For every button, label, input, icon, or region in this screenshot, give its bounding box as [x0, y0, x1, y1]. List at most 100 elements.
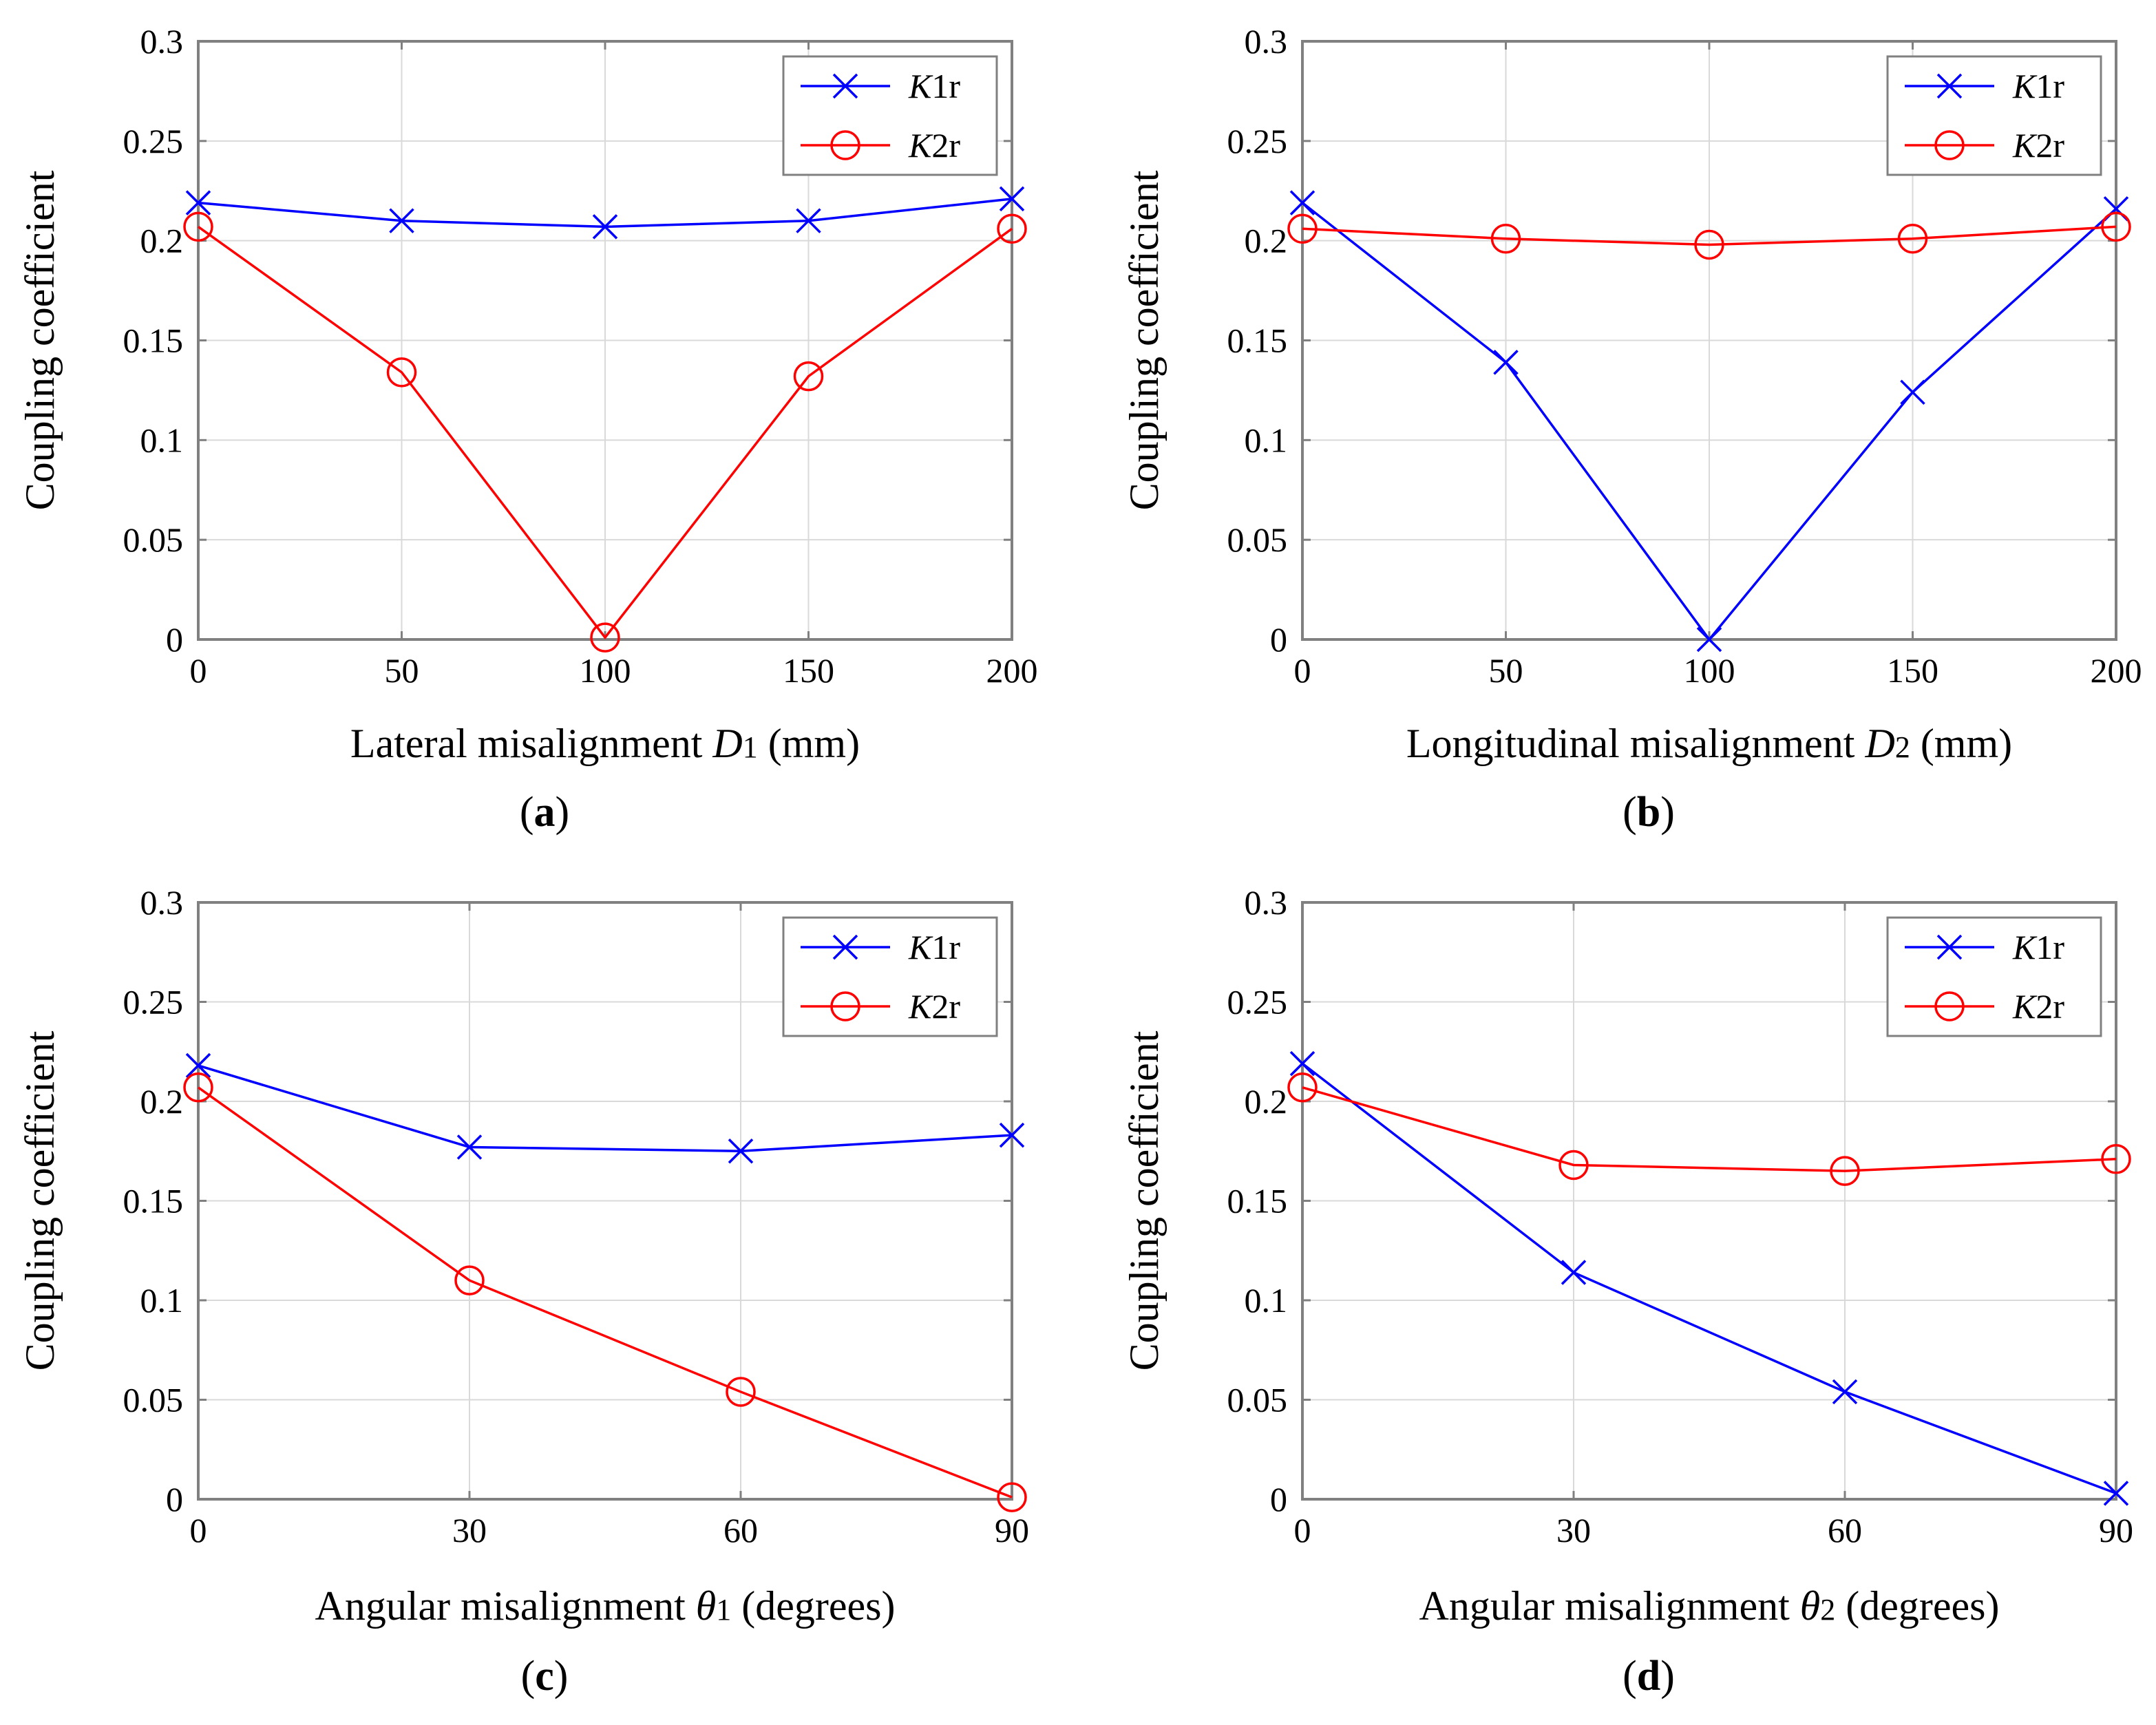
x-tick-label: 150 [783, 651, 834, 690]
x-axis-label-unit: (degrees) [731, 1583, 895, 1629]
legend-box [1886, 55, 2102, 176]
panel-label-letter: d [1637, 1653, 1660, 1700]
panel-label: (b) [1623, 789, 1675, 836]
legend-label: K1r [2012, 67, 2064, 105]
series-line-K1r [1301, 1062, 2117, 1494]
y-tick-label: 0.1 [140, 1281, 184, 1320]
legend-label-variable: K [908, 67, 933, 105]
y-axis-label: Coupling coefficient [1121, 170, 1167, 510]
data-point-K1r [796, 208, 821, 233]
legend-label-subscript: 2r [931, 126, 960, 165]
x-axis-label-subscript: 2 [1895, 730, 1910, 764]
panel-label-close: ) [556, 789, 570, 836]
x-marker-stroke [185, 190, 211, 215]
panel-label: (c) [521, 1653, 569, 1700]
data-point-K2r [1287, 1072, 1318, 1103]
x-tick-label: 90 [995, 1511, 1029, 1549]
x-axis-label-subscript: 2 [1820, 1593, 1835, 1627]
data-point-K2r [793, 361, 824, 392]
data-point-K2r [183, 1072, 213, 1103]
y-tick-label: 0.1 [140, 421, 184, 459]
x-axis-label-unit: (mm) [758, 721, 860, 766]
panel-label-letter: c [535, 1653, 554, 1700]
legend-box [782, 916, 998, 1037]
series-line-K1r [198, 1064, 1013, 1153]
panel-label-open: ( [521, 1653, 536, 1700]
x-axis-label: Angular misalignment θ1 (degrees) [315, 1583, 896, 1629]
data-point-K2r [183, 211, 213, 242]
legend-label-variable: K [2012, 987, 2038, 1026]
chart-panel-a: 0 50 100 150 200 0 0.05 0.1 0.15 0.2 0.25 0.3 Coupli… [17, 22, 1038, 836]
x-tick-label: 150 [1887, 651, 1938, 690]
legend-entry-K1r: K1r [1905, 67, 2064, 105]
data-point-K2r [1694, 229, 1724, 260]
legend-label: K2r [908, 126, 960, 165]
y-tick-label: 0.1 [1245, 421, 1288, 459]
y-tick-label: 0.15 [123, 1182, 184, 1220]
y-tick-label: 0.05 [123, 520, 184, 559]
data-point-K1r [456, 1134, 483, 1160]
x-marker-stroke [796, 208, 821, 233]
legend-x-marker [832, 934, 858, 960]
y-tick-label: 0.25 [123, 122, 184, 160]
y-tick-label: 0.15 [123, 321, 184, 360]
legend-label-subscript: 1r [931, 928, 960, 966]
data-point-K2r [2101, 211, 2131, 242]
panel-label-open: ( [1623, 789, 1637, 836]
data-point-K1r [185, 1052, 211, 1079]
series-K2r [183, 211, 1027, 653]
legend-box [782, 55, 998, 176]
panel-label-letter: b [1637, 789, 1660, 836]
x-marker-stroke [999, 186, 1025, 212]
x-axis-label: Angular misalignment θ2 (degrees) [1419, 1583, 2000, 1629]
legend-x-marker [1936, 934, 1963, 960]
y-tick-label: 0 [166, 1480, 183, 1518]
x-axis-label-main: Lateral misalignment [350, 721, 713, 766]
y-tick-label: 0.1 [1245, 1281, 1288, 1320]
x-axis-label-variable: θ [696, 1583, 716, 1629]
legend-entry-K1r: K1r [1905, 928, 2064, 966]
legend-label-variable: K [2012, 126, 2038, 165]
x-tick-label: 0 [190, 1511, 207, 1549]
data-point-K1r [1561, 1260, 1587, 1285]
panel-label-open: ( [520, 789, 534, 836]
x-tick-label: 90 [2099, 1511, 2133, 1549]
y-tick-label: 0.3 [140, 883, 184, 922]
legend-label: K1r [908, 928, 960, 966]
chart-panel-c: 0 30 60 90 0 0.05 0.1 0.15 0.2 0.25 0.3 Coupling co… [17, 883, 1029, 1700]
x-tick-label: 100 [580, 651, 631, 690]
legend-circle-marker [830, 991, 860, 1022]
legend-label: K1r [2012, 928, 2064, 966]
x-marker-stroke [592, 214, 618, 240]
legend-entry-K2r: K2r [801, 126, 960, 165]
series-K1r [185, 1052, 1025, 1164]
chart-panel-d: 0 30 60 90 0 0.05 0.1 0.15 0.2 0.25 0.3 Coupling co… [1121, 883, 2133, 1700]
data-point-K1r [1832, 1379, 1858, 1405]
series-K1r [1289, 1050, 2129, 1506]
x-marker-stroke [185, 1052, 211, 1079]
legend-entry-K2r: K2r [801, 987, 960, 1026]
legend-label-variable: K [2012, 67, 2038, 105]
legend-circle-marker [1934, 991, 1965, 1022]
panel-label-close: ) [1660, 1653, 1675, 1700]
legend-label-variable: K [908, 928, 933, 966]
y-tick-label: 0.2 [1245, 1082, 1288, 1121]
x-marker-stroke [1289, 190, 1315, 215]
x-marker-stroke [1289, 1050, 1315, 1077]
x-marker-stroke [999, 1122, 1025, 1148]
x-marker-stroke [456, 1134, 483, 1160]
x-tick-label: 30 [1556, 1511, 1591, 1549]
x-marker-stroke [1696, 626, 1722, 653]
data-point-K2r [1558, 1150, 1589, 1181]
y-tick-label: 0.15 [1227, 1182, 1288, 1220]
x-axis-label-subscript: 1 [716, 1593, 731, 1627]
x-tick-label: 0 [190, 651, 207, 690]
data-point-K1r [728, 1139, 754, 1164]
panel-label-letter: a [534, 789, 556, 836]
x-tick-label: 50 [385, 651, 419, 690]
x-axis-label-main: Longitudinal misalignment [1406, 721, 1866, 766]
y-axis-label: Coupling coefficient [17, 170, 63, 510]
